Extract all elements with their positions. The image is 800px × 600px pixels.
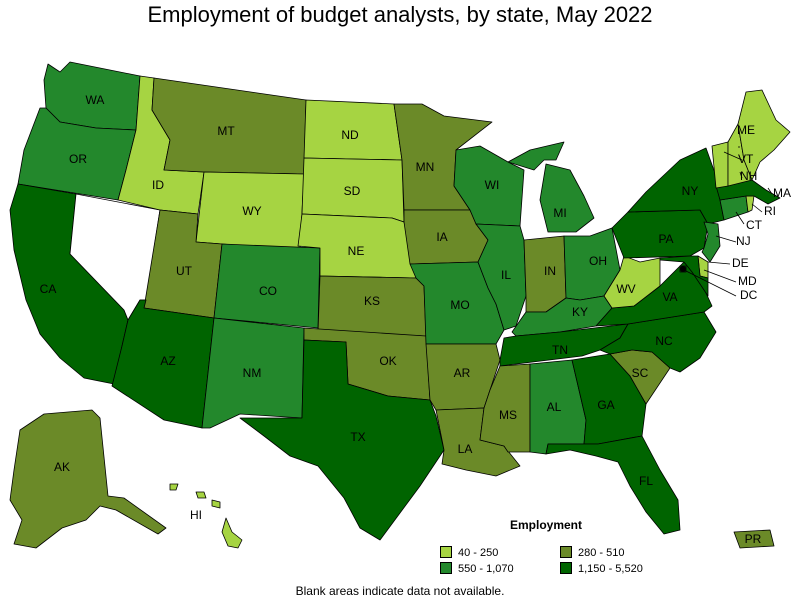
state-ma[interactable]	[715, 179, 781, 205]
state-label-nj: NJ	[736, 234, 751, 248]
footnote: Blank areas indicate data not available.	[295, 584, 505, 598]
state-label-nc: NC	[655, 334, 673, 348]
state-label-ia: IA	[436, 230, 447, 244]
state-label-al: AL	[547, 400, 562, 414]
state-nc[interactable]	[599, 311, 717, 373]
state-label-nd: ND	[341, 128, 359, 142]
state-label-fl: FL	[639, 474, 653, 488]
state-label-dc: DC	[740, 288, 758, 302]
state-label-ca: CA	[40, 282, 57, 296]
legend-title: Employment	[510, 518, 583, 532]
state-label-wv: WV	[616, 282, 635, 296]
state-label-nh: NH	[740, 169, 757, 183]
state-label-wa: WA	[86, 93, 105, 107]
state-label-ks: KS	[364, 294, 380, 308]
state-label-md: MD	[738, 274, 757, 288]
state-label-mt: MT	[217, 124, 235, 138]
state-wv[interactable]	[603, 255, 661, 309]
legend-swatch	[440, 562, 452, 574]
map-title: Employment of budget analysts, by state,…	[147, 2, 653, 27]
state-mi[interactable]	[507, 141, 595, 233]
state-label-ri: RI	[764, 204, 776, 218]
state-label-or: OR	[69, 152, 87, 166]
legend-swatch	[560, 562, 572, 574]
state-label-ga: GA	[597, 398, 614, 412]
state-label-mo: MO	[450, 298, 469, 312]
state-label-ut: UT	[176, 264, 193, 278]
state-label-ny: NY	[682, 184, 699, 198]
state-label-ar: AR	[454, 366, 471, 380]
state-label-pr: PR	[745, 532, 762, 546]
state-label-in: IN	[544, 264, 556, 278]
state-pr[interactable]	[733, 529, 775, 549]
state-label-ky: KY	[572, 305, 588, 319]
state-label-wi: WI	[485, 178, 500, 192]
state-label-ok: OK	[379, 354, 396, 368]
state-label-id: ID	[152, 178, 164, 192]
state-label-la: LA	[458, 442, 473, 456]
state-hi[interactable]	[169, 483, 243, 549]
state-label-tx: TX	[350, 430, 365, 444]
state-label-ne: NE	[348, 244, 365, 258]
state-label-ct: CT	[746, 218, 763, 232]
state-label-me: ME	[737, 123, 755, 137]
state-label-co: CO	[259, 284, 277, 298]
state-label-nm: NM	[243, 366, 262, 380]
state-label-tn: TN	[552, 343, 568, 357]
state-il[interactable]	[475, 223, 527, 331]
dc-marker	[680, 266, 686, 272]
state-label-vt: VT	[738, 152, 754, 166]
state-label-ma: MA	[773, 186, 791, 200]
state-label-hi: HI	[190, 508, 202, 522]
state-label-sc: SC	[632, 366, 649, 380]
state-md[interactable]	[659, 255, 709, 297]
legend-swatch	[560, 546, 572, 558]
legend-item-40-250: 40 - 250	[440, 546, 498, 559]
state-labels: WA OR CA ID MT WY UT AZ CO NM ND SD NE KS OK TX MN IA MO AR…	[40, 93, 791, 546]
state-label-mi: MI	[553, 206, 566, 220]
state-label-oh: OH	[589, 254, 607, 268]
state-label-pa: PA	[658, 232, 673, 246]
state-label-mn: MN	[416, 160, 435, 174]
state-label-az: AZ	[160, 354, 175, 368]
state-label-sd: SD	[344, 184, 361, 198]
state-label-ak: AK	[54, 460, 70, 474]
state-fl[interactable]	[545, 435, 681, 535]
legend-item-1150-5520: 1,150 - 5,520	[560, 562, 643, 575]
legend-swatch	[440, 546, 452, 558]
legend-item-550-1070: 550 - 1,070	[440, 562, 514, 575]
state-label-de: DE	[732, 256, 749, 270]
state-label-il: IL	[501, 268, 511, 282]
state-nj[interactable]	[701, 221, 721, 263]
state-me[interactable]	[737, 89, 791, 181]
legend-item-280-510: 280 - 510	[560, 546, 624, 559]
state-label-va: VA	[662, 290, 677, 304]
state-label-ms: MS	[499, 408, 517, 422]
state-label-wy: WY	[242, 204, 261, 218]
state-ak[interactable]	[9, 409, 167, 549]
state-tx[interactable]	[239, 339, 445, 541]
